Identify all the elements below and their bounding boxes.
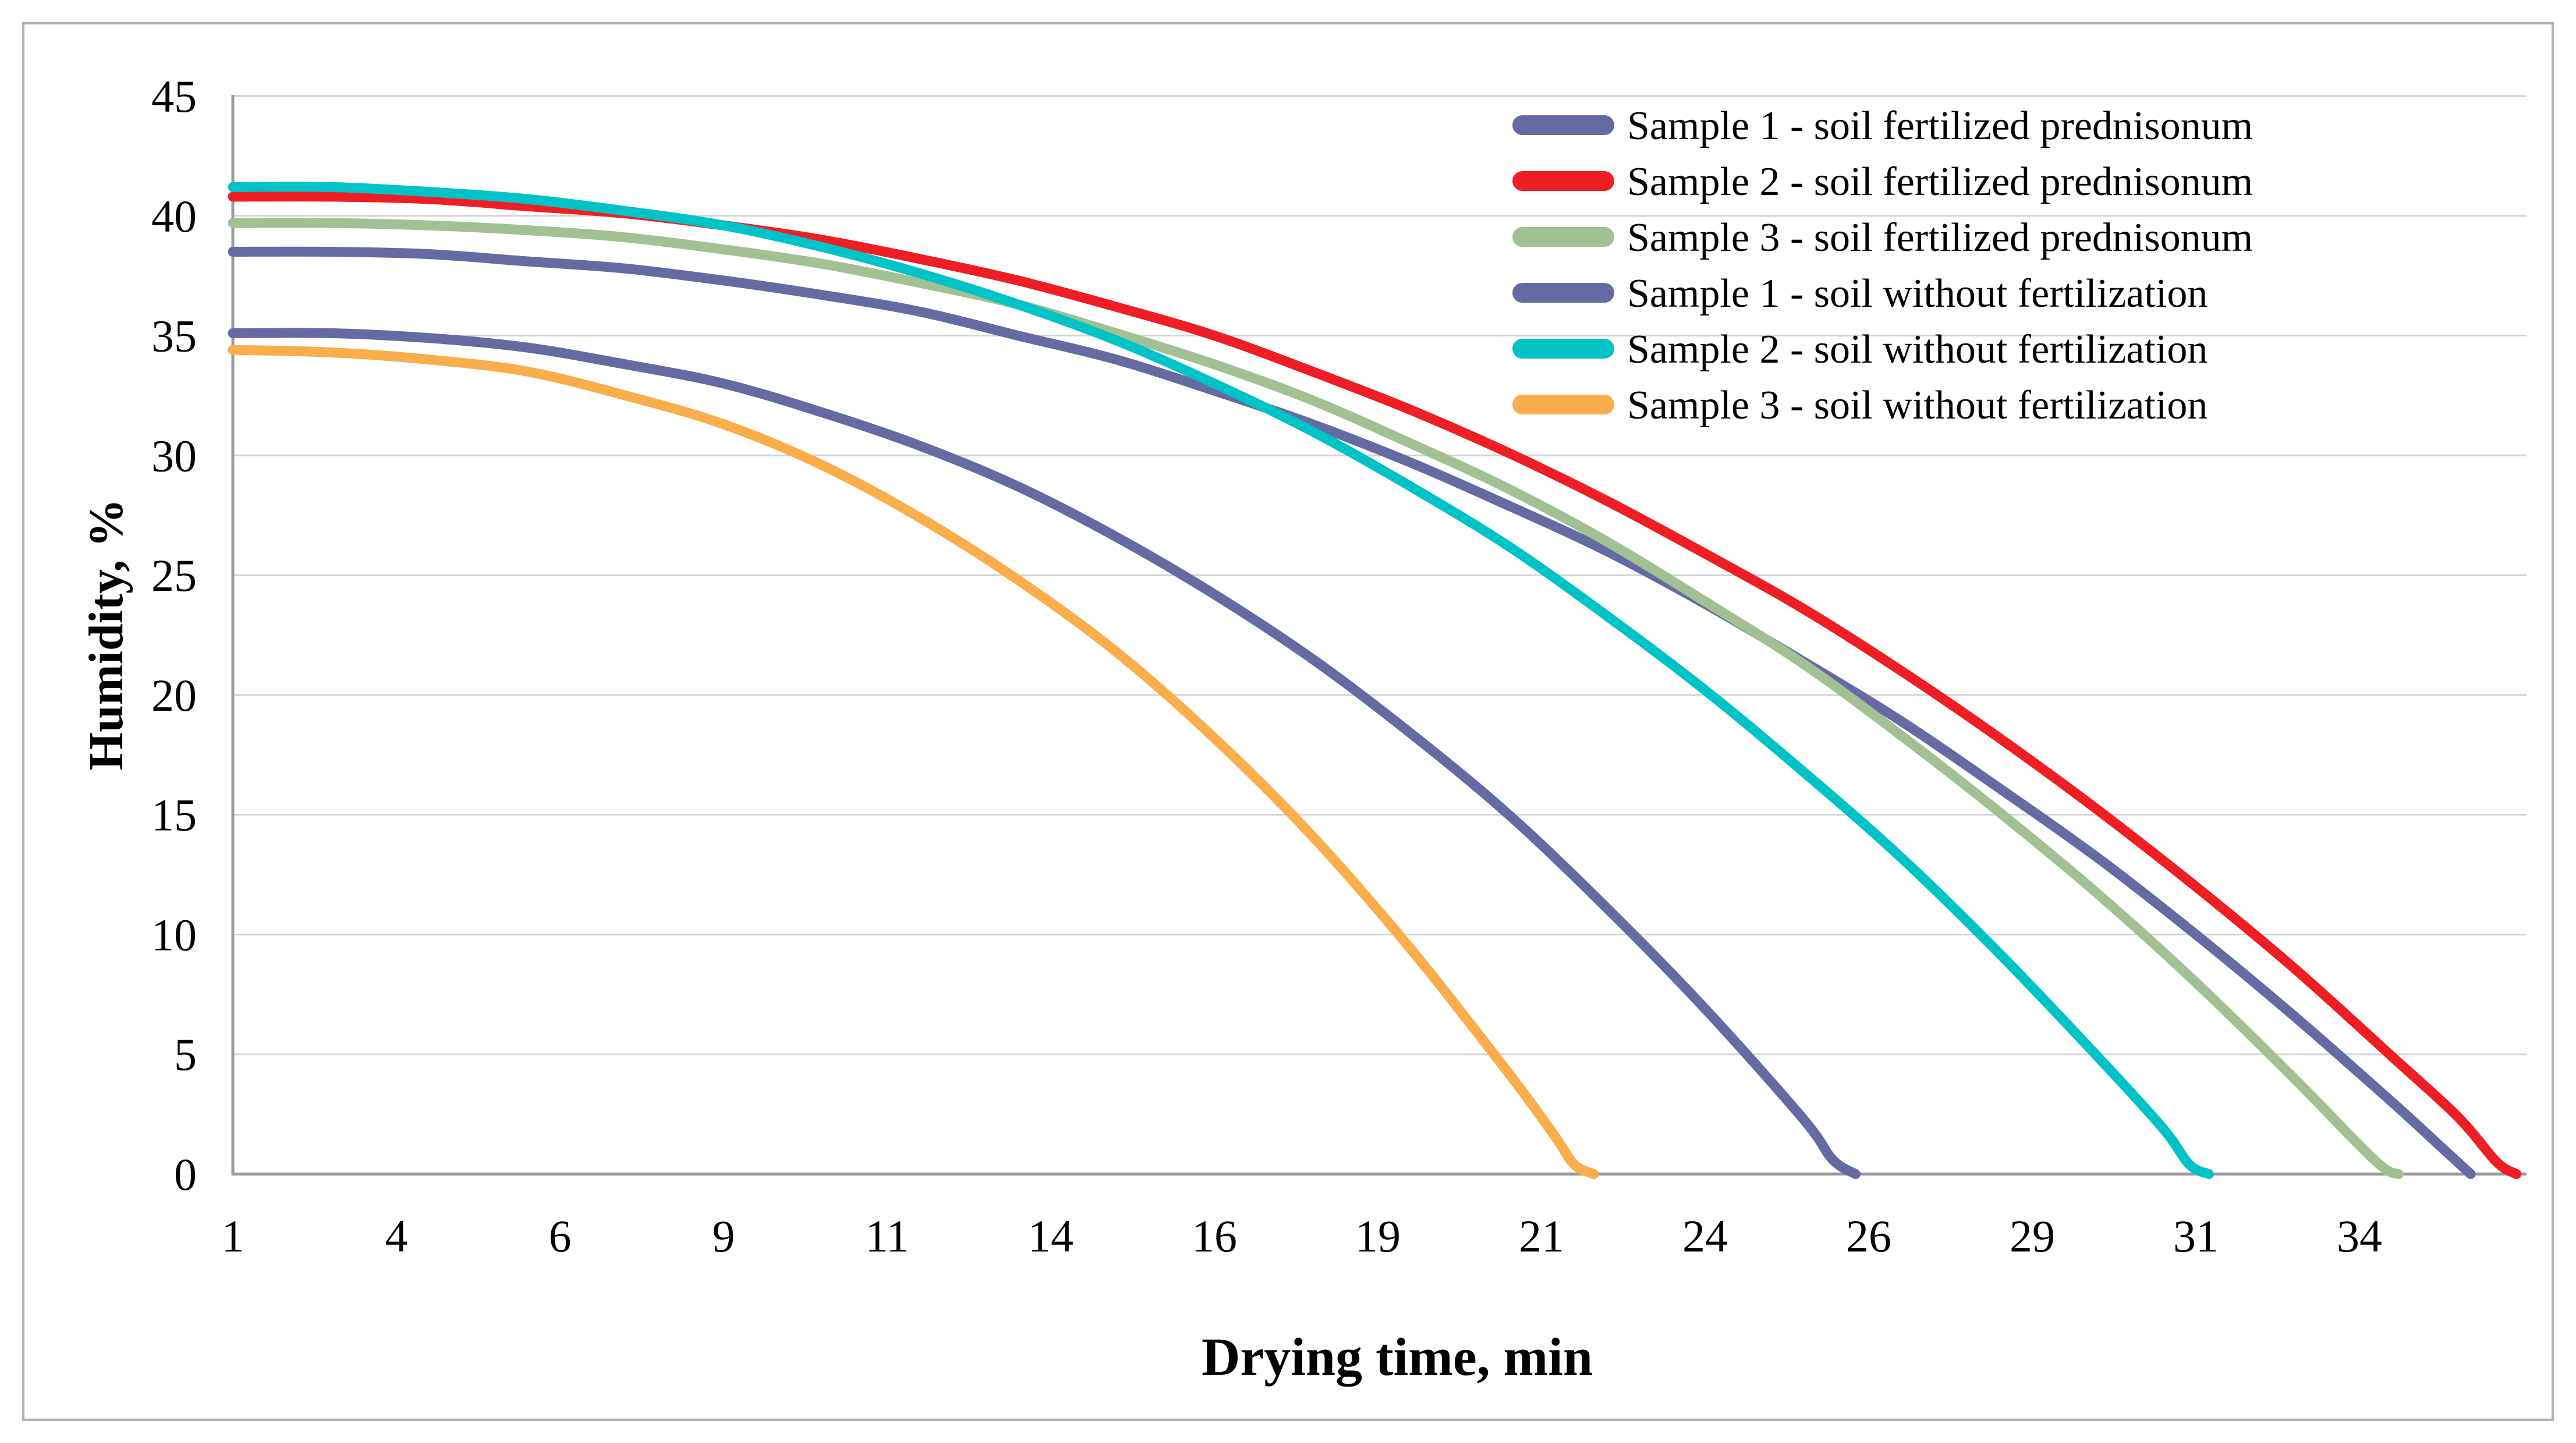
x-tick-label: 31 (2173, 1211, 2219, 1261)
gridlines (232, 95, 2527, 1055)
legend-label: Sample 3 - soil fertilized prednisonum (1627, 215, 2253, 260)
legend-swatch (1512, 283, 1614, 303)
legend-item: Sample 3 - soil fertilized prednisonum (1512, 215, 2253, 260)
legend-label: Sample 1 - soil fertilized prednisonum (1627, 104, 2253, 148)
legend-item: Sample 3 - soil without fertilization (1512, 383, 2208, 428)
y-tick-label: 25 (151, 550, 197, 601)
x-tick-label: 14 (1028, 1211, 1073, 1261)
curve-s2-unfertilized (228, 182, 2214, 1179)
x-tick-label: 11 (865, 1211, 909, 1261)
y-tick-label: 20 (151, 670, 197, 721)
y-tick-label: 30 (151, 430, 197, 481)
curve-s3-fertilized (228, 218, 2404, 1179)
x-tick-label: 21 (1519, 1211, 1564, 1261)
x-tick-labels: 1 4 6 9 11 14 16 19 21 24 26 29 31 34 (222, 1211, 2383, 1261)
y-tick-label: 0 (174, 1149, 197, 1200)
legend-swatch (1512, 395, 1614, 414)
x-tick-label: 24 (1682, 1211, 1728, 1261)
y-tick-label: 45 (151, 71, 197, 122)
curve-s3-unfertilized (228, 345, 1599, 1179)
y-tick-label: 5 (174, 1029, 197, 1080)
y-tick-labels: 0 5 10 15 20 25 30 35 40 45 (151, 71, 197, 1200)
x-tick-label: 4 (385, 1211, 408, 1261)
y-tick-label: 15 (151, 790, 197, 841)
x-axis-title: Drying time, min (1202, 1327, 1593, 1387)
x-tick-label: 1 (222, 1211, 245, 1261)
legend-item: Sample 2 - soil fertilized prednisonum (1512, 159, 2253, 204)
legend-swatch (1512, 227, 1614, 247)
legend-label: Sample 1 - soil without fertilization (1627, 271, 2208, 316)
legend-item: Sample 2 - soil without fertilization (1512, 327, 2208, 372)
curve-s1-fertilized (228, 246, 2476, 1179)
legend-label: Sample 3 - soil without fertilization (1627, 383, 2208, 428)
x-tick-label: 9 (713, 1211, 735, 1261)
y-axis-title: Humidity, % (79, 499, 133, 771)
x-tick-label: 34 (2337, 1211, 2382, 1261)
legend-swatch (1512, 339, 1614, 359)
y-tick-label: 10 (151, 909, 197, 960)
y-tick-label: 40 (151, 191, 197, 242)
x-tick-label: 29 (2010, 1211, 2055, 1261)
legend-item: Sample 1 - soil fertilized prednisonum (1512, 104, 2253, 148)
x-tick-label: 6 (549, 1211, 572, 1261)
curves (228, 182, 2522, 1179)
legend-swatch (1512, 171, 1614, 191)
legend-swatch (1512, 115, 1614, 135)
x-tick-label: 26 (1846, 1211, 1891, 1261)
x-tick-label: 16 (1192, 1211, 1237, 1261)
legend-label: Sample 2 - soil without fertilization (1627, 327, 2208, 372)
legend: Sample 1 - soil fertilized prednisonum Sa… (1512, 104, 2253, 428)
legend-label: Sample 2 - soil fertilized prednisonum (1627, 159, 2253, 204)
x-tick-label: 19 (1355, 1211, 1401, 1261)
y-tick-label: 35 (151, 311, 197, 361)
legend-item: Sample 1 - soil without fertilization (1512, 271, 2208, 316)
curve-s1-unfertilized (228, 328, 1861, 1179)
